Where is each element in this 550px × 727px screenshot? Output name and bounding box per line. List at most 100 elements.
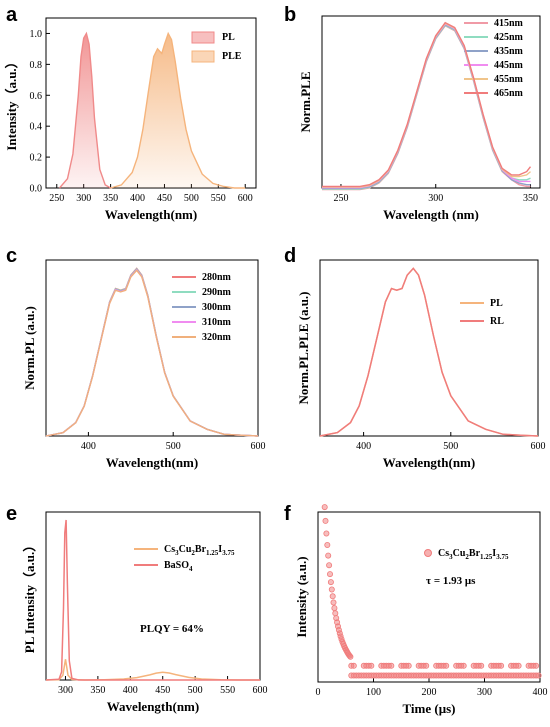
chart-panel-a: 250 300 350 400 450 500 550 600 0.0 0.2 0.4 0.6 0.8 1… bbox=[4, 17, 257, 222]
x-tick-label: 250 bbox=[49, 193, 64, 204]
legend-label: 290nm bbox=[202, 287, 232, 298]
legend-label: PLE bbox=[222, 51, 242, 62]
y-tick-label: 0.0 bbox=[30, 184, 43, 195]
data-point bbox=[423, 662, 430, 669]
data-point bbox=[332, 610, 339, 617]
x-tick-label: 500 bbox=[184, 193, 199, 204]
x-tick-label: 300 bbox=[76, 193, 91, 204]
panel-label-b: b bbox=[284, 4, 296, 26]
series-area-pl bbox=[59, 33, 111, 188]
legend-label: PL bbox=[490, 298, 503, 309]
y-tick-label: 0.2 bbox=[30, 153, 43, 164]
x-axis-label: Wavelength(nm) bbox=[106, 455, 198, 470]
legend-label: 310nm bbox=[202, 317, 232, 328]
legend-label: 435nm bbox=[494, 46, 524, 57]
legend-label: Cs3Cu2Br1.25I3.75 bbox=[164, 544, 235, 557]
x-tick-label: 550 bbox=[211, 193, 226, 204]
x-tick-label: 600 bbox=[251, 441, 266, 452]
series-line-ple bbox=[110, 31, 246, 189]
x-tick-label: 400 bbox=[81, 441, 96, 452]
data-point bbox=[323, 530, 330, 537]
series-area-ple bbox=[110, 33, 246, 188]
x-tick-label: 400 bbox=[123, 685, 138, 696]
y-axis-label: Intensity (a.u.) bbox=[294, 556, 309, 637]
x-tick-label: 350 bbox=[90, 685, 105, 696]
legend-label: 280nm bbox=[202, 272, 232, 283]
data-point bbox=[328, 586, 335, 593]
y-tick-label: 0.4 bbox=[30, 122, 43, 133]
legend-marker bbox=[424, 549, 432, 557]
panel-label-a: a bbox=[6, 4, 18, 26]
plot-frame bbox=[45, 259, 259, 437]
legend-label: 300nm bbox=[202, 302, 232, 313]
x-tick-label: 250 bbox=[333, 193, 348, 204]
x-tick-label: 450 bbox=[157, 193, 172, 204]
x-tick-label: 400 bbox=[533, 687, 548, 698]
x-axis-label: Wavelength(nm) bbox=[107, 699, 199, 714]
legend-swatch bbox=[191, 50, 215, 63]
legend-label: 465nm bbox=[494, 88, 524, 99]
data-point bbox=[515, 662, 522, 669]
y-axis-label: Norm.PL.PLE (a.u.) bbox=[296, 291, 311, 404]
x-tick-label: 600 bbox=[238, 193, 253, 204]
panel-label-e: e bbox=[6, 503, 17, 525]
data-point bbox=[498, 662, 505, 669]
plot-frame bbox=[45, 511, 261, 681]
series-line-0 bbox=[45, 659, 260, 681]
chart-panel-d: 400 500 600 Wavelength(nm) Norm.PL.PLE (a.u.… bbox=[296, 259, 546, 470]
legend-label: 445nm bbox=[494, 60, 524, 71]
series-line-pl bbox=[58, 31, 111, 189]
x-axis-label: Wavelength(nm) bbox=[105, 207, 197, 222]
series-line-320nm bbox=[45, 269, 259, 437]
data-point bbox=[324, 542, 331, 549]
data-point bbox=[327, 579, 334, 586]
x-tick-label: 350 bbox=[523, 193, 538, 204]
x-tick-label: 450 bbox=[155, 685, 170, 696]
x-tick-label: 550 bbox=[220, 685, 235, 696]
data-point bbox=[347, 653, 354, 660]
legend-swatch bbox=[191, 31, 215, 44]
chart-panel-f: 0 100 200 300 400 Time (μs) Intensity (a.u.) Cs… bbox=[294, 504, 548, 716]
series-line-pl bbox=[319, 267, 539, 437]
data-point bbox=[326, 571, 333, 578]
legend-label: 455nm bbox=[494, 74, 524, 85]
panel-label-f: f bbox=[284, 503, 291, 525]
series-line-rl bbox=[319, 267, 539, 437]
legend-label: BaSO4 bbox=[164, 560, 193, 573]
y-axis-label: Intensity（a.u.） bbox=[4, 55, 19, 150]
legend-label: 425nm bbox=[494, 32, 524, 43]
panel-label-d: d bbox=[284, 245, 296, 267]
legend-label: 415nm bbox=[494, 18, 524, 29]
data-point bbox=[350, 662, 357, 669]
data-point bbox=[329, 593, 336, 600]
data-point bbox=[326, 562, 333, 569]
x-tick-label: 200 bbox=[422, 687, 437, 698]
panel-label-c: c bbox=[6, 245, 17, 267]
x-tick-label: 500 bbox=[188, 685, 203, 696]
chart-panel-c: 400 500 600 Wavelength(nm) Norm.PL (a.u.) 280… bbox=[22, 259, 266, 470]
x-axis-label: Wavelength (nm) bbox=[383, 207, 479, 222]
data-point bbox=[330, 599, 337, 606]
data-point bbox=[388, 662, 395, 669]
plot-frame bbox=[319, 259, 539, 437]
tau-annotation: τ = 1.93 μs bbox=[426, 575, 476, 587]
x-tick-label: 100 bbox=[366, 687, 381, 698]
x-tick-label: 350 bbox=[103, 193, 118, 204]
data-point bbox=[533, 662, 540, 669]
x-tick-label: 600 bbox=[531, 441, 546, 452]
plot-frame bbox=[321, 15, 541, 189]
data-point bbox=[325, 552, 332, 559]
y-axis-label: PL Intensity（a.u.） bbox=[22, 539, 37, 654]
x-axis-label: Time (μs) bbox=[403, 701, 456, 716]
y-tick-label: 0.6 bbox=[30, 91, 43, 102]
x-tick-label: 500 bbox=[166, 441, 181, 452]
data-point bbox=[478, 662, 485, 669]
x-tick-label: 300 bbox=[428, 193, 443, 204]
x-axis-label: Wavelength(nm) bbox=[383, 455, 475, 470]
chart-panel-b: 250 300 350 Wavelength (nm) Norm.PLE 415nm 425… bbox=[298, 15, 541, 222]
data-point bbox=[331, 605, 338, 612]
x-tick-label: 400 bbox=[130, 193, 145, 204]
data-point bbox=[321, 504, 328, 511]
data-point bbox=[322, 517, 329, 524]
